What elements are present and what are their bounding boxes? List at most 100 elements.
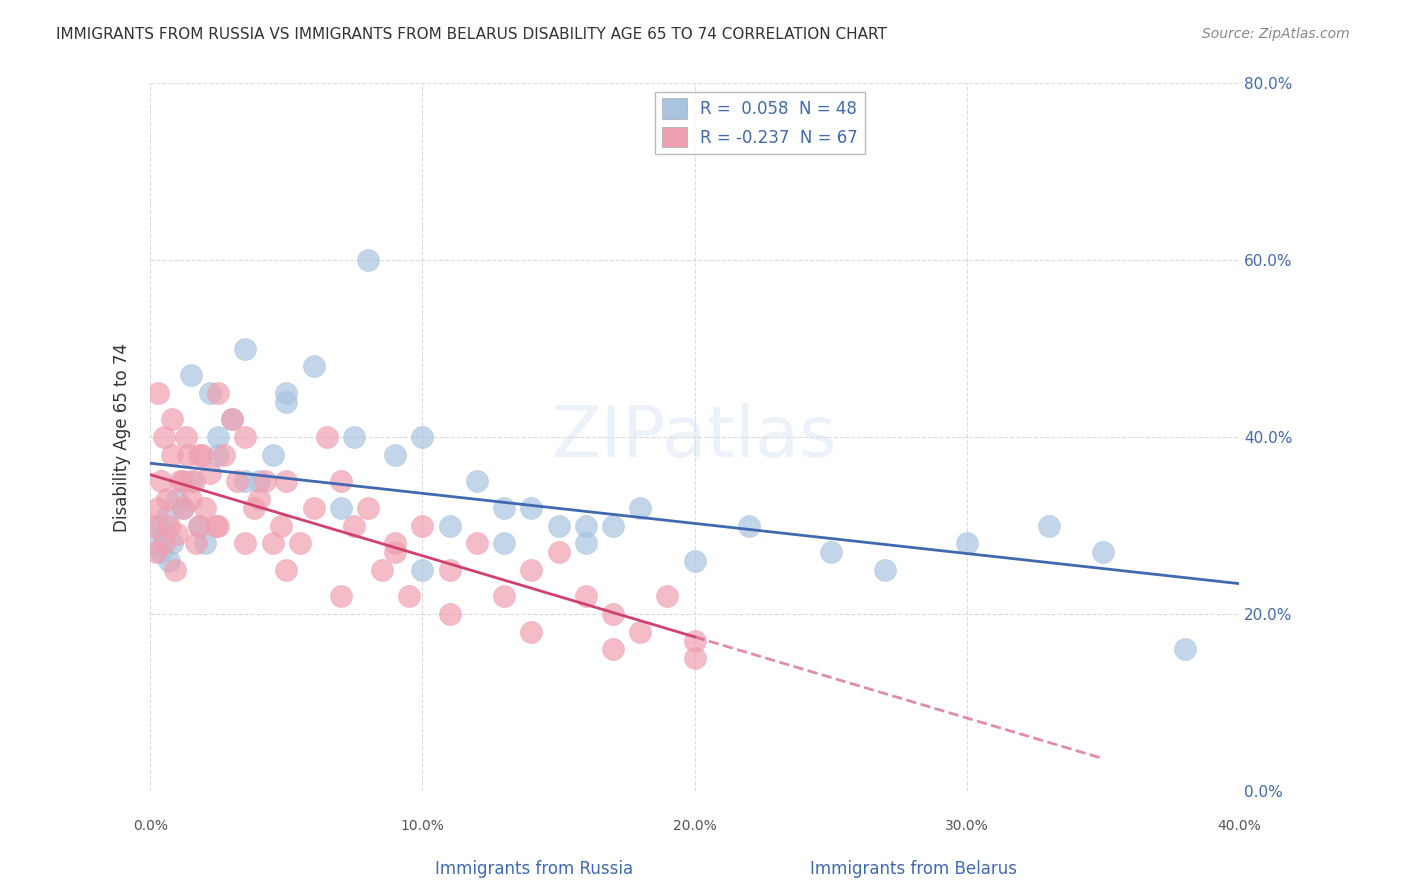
Point	[302, 359, 325, 374]
Text: IMMIGRANTS FROM RUSSIA VS IMMIGRANTS FROM BELARUS DISABILITY AGE 65 TO 74 CORREL: IMMIGRANTS FROM RUSSIA VS IMMIGRANTS FRO…	[56, 27, 887, 42]
Point	[148, 386, 170, 401]
Point	[150, 545, 173, 559]
Point	[160, 536, 183, 550]
Point	[163, 563, 186, 577]
Text: 30.0%: 30.0%	[945, 819, 988, 833]
Point	[235, 430, 257, 444]
Point	[198, 466, 221, 480]
Point	[221, 412, 243, 426]
Y-axis label: Disability Age 65 to 74: Disability Age 65 to 74	[114, 343, 131, 532]
Point	[148, 500, 170, 515]
Point	[145, 545, 167, 559]
Text: 20.0%: 20.0%	[673, 819, 717, 833]
Point	[188, 518, 211, 533]
Point	[180, 475, 202, 489]
Point	[329, 475, 352, 489]
Point	[657, 590, 679, 604]
Point	[145, 536, 167, 550]
Point	[520, 563, 543, 577]
Point	[207, 430, 229, 444]
Point	[357, 500, 380, 515]
Point	[174, 430, 197, 444]
Point	[357, 253, 380, 268]
Point	[575, 518, 598, 533]
Point	[155, 509, 177, 524]
Point	[398, 590, 420, 604]
Point	[247, 492, 270, 507]
Point	[411, 563, 433, 577]
Point	[276, 386, 298, 401]
Point	[738, 518, 761, 533]
Point	[329, 500, 352, 515]
Point	[520, 500, 543, 515]
Point	[169, 475, 191, 489]
Point	[875, 563, 897, 577]
Point	[956, 536, 979, 550]
Point	[198, 386, 221, 401]
Point	[160, 448, 183, 462]
Point	[547, 545, 569, 559]
Point	[628, 624, 651, 639]
Text: Source: ZipAtlas.com: Source: ZipAtlas.com	[1202, 27, 1350, 41]
Legend: R =  0.058  N = 48, R = -0.237  N = 67: R = 0.058 N = 48, R = -0.237 N = 67	[655, 92, 865, 154]
Point	[439, 607, 461, 621]
Point	[247, 475, 270, 489]
Point	[547, 518, 569, 533]
Point	[276, 394, 298, 409]
Point	[207, 386, 229, 401]
Point	[683, 554, 706, 568]
Point	[172, 500, 194, 515]
Point	[157, 554, 180, 568]
Point	[155, 492, 177, 507]
Point	[575, 536, 598, 550]
Point	[148, 518, 170, 533]
Point	[172, 475, 194, 489]
Point	[1038, 518, 1060, 533]
Text: ZIPatlas: ZIPatlas	[553, 402, 838, 472]
Point	[152, 536, 174, 550]
Point	[152, 430, 174, 444]
Point	[180, 368, 202, 383]
Point	[152, 527, 174, 541]
Point	[253, 475, 276, 489]
Point	[343, 430, 366, 444]
Text: Immigrants from Belarus: Immigrants from Belarus	[810, 860, 1018, 878]
Point	[150, 475, 173, 489]
Point	[288, 536, 311, 550]
Point	[520, 624, 543, 639]
Point	[276, 475, 298, 489]
Point	[602, 518, 624, 533]
Point	[384, 536, 406, 550]
Point	[411, 430, 433, 444]
Point	[1092, 545, 1115, 559]
Point	[166, 492, 188, 507]
Point	[276, 563, 298, 577]
Point	[602, 642, 624, 657]
Point	[235, 342, 257, 356]
Point	[575, 590, 598, 604]
Point	[172, 500, 194, 515]
Text: 40.0%: 40.0%	[1218, 819, 1261, 833]
Point	[194, 536, 217, 550]
Point	[180, 492, 202, 507]
Point	[494, 500, 516, 515]
Point	[194, 500, 217, 515]
Point	[316, 430, 339, 444]
Point	[384, 448, 406, 462]
Point	[177, 448, 200, 462]
Point	[494, 590, 516, 604]
Point	[157, 518, 180, 533]
Point	[166, 527, 188, 541]
Point	[262, 448, 284, 462]
Text: Immigrants from Russia: Immigrants from Russia	[436, 860, 633, 878]
Point	[683, 651, 706, 665]
Point	[411, 518, 433, 533]
Point	[343, 518, 366, 533]
Point	[370, 563, 392, 577]
Point	[221, 412, 243, 426]
Point	[820, 545, 842, 559]
Point	[142, 518, 165, 533]
Point	[226, 475, 249, 489]
Point	[1174, 642, 1197, 657]
Point	[302, 500, 325, 515]
